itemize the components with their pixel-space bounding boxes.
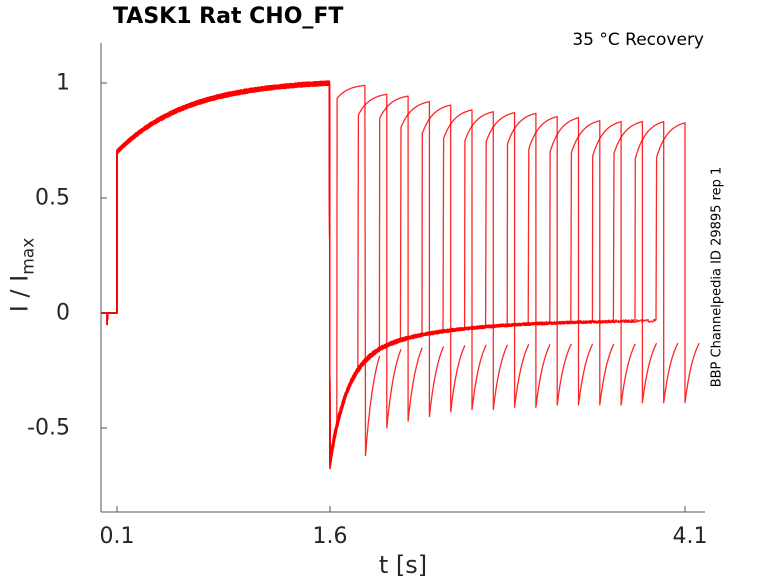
trace-line: [101, 80, 700, 460]
y-axis-label-sub: max: [18, 237, 39, 275]
trace-line: [101, 80, 381, 469]
trace-line: [101, 80, 466, 469]
x-tick-label: 0.1: [99, 524, 135, 549]
y-tick-label: 0: [56, 300, 70, 326]
trace-line: [101, 80, 445, 459]
y-tick-label: -0.5: [27, 415, 70, 441]
y-tick-label: 0.5: [35, 185, 70, 211]
x-axis-label: t [s]: [378, 551, 428, 579]
x-tick-label: 4.1: [672, 524, 708, 549]
y-axis-label-main: I / I: [5, 274, 34, 313]
chart-title: TASK1 Rat CHO_FT: [113, 4, 344, 29]
trace-line: [101, 80, 594, 462]
x-tick-label: 1.6: [312, 524, 348, 549]
traces-group: [101, 80, 700, 470]
side-note: BBP Channelpedia ID 29895 rep 1: [709, 166, 725, 388]
trace-line: [101, 81, 487, 466]
chart-subtitle: 35 °C Recovery: [572, 30, 704, 50]
y-tick-label: 1: [56, 70, 70, 96]
trace-line: [101, 80, 423, 462]
y-axis-label: I / Imax: [6, 238, 39, 313]
trace-line: [101, 80, 551, 470]
trace-line: [101, 80, 509, 463]
trace-line: [101, 80, 402, 465]
